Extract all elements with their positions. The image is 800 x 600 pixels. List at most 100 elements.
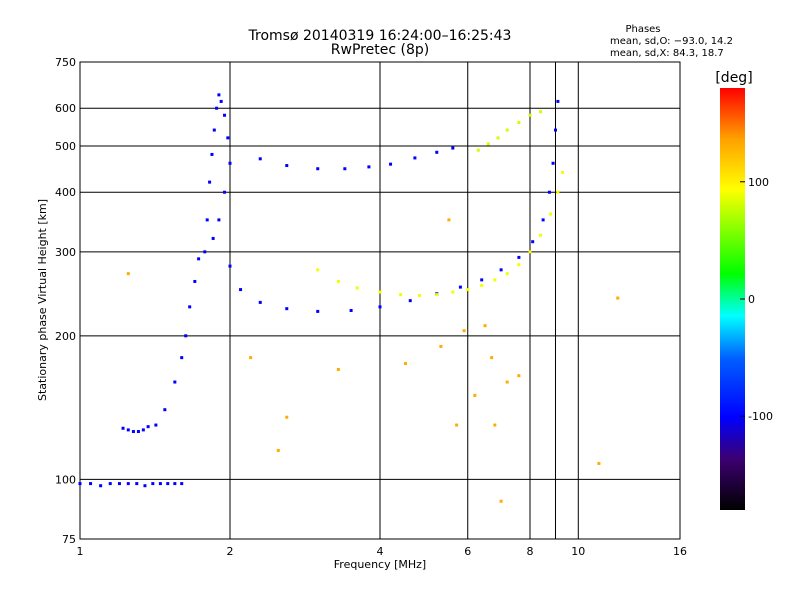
- data-point: [490, 356, 494, 360]
- x-axis-label: Frequency [MHz]: [334, 558, 426, 571]
- data-point: [556, 190, 560, 194]
- data-point: [188, 305, 192, 309]
- data-point: [203, 250, 207, 254]
- data-point: [349, 308, 353, 312]
- phases-x-stats: mean, sd,X: 84.3, 18.7: [610, 48, 724, 59]
- data-point: [158, 482, 162, 486]
- data-point: [435, 150, 439, 154]
- data-point: [499, 268, 503, 272]
- colorbar-tick-label: 0: [748, 293, 755, 306]
- y-tick-label: 750: [55, 56, 76, 69]
- data-point: [561, 170, 565, 174]
- data-point: [121, 426, 125, 430]
- x-tick-label: 10: [571, 545, 585, 558]
- data-point: [285, 164, 289, 168]
- data-point: [517, 263, 521, 267]
- data-point: [458, 285, 462, 289]
- data-point: [517, 121, 521, 125]
- data-point: [258, 300, 262, 304]
- data-point: [447, 218, 451, 222]
- data-point: [539, 233, 543, 237]
- data-point: [505, 128, 509, 132]
- data-point: [480, 283, 484, 287]
- data-point: [211, 236, 215, 240]
- data-point: [367, 165, 371, 169]
- data-point: [413, 156, 417, 160]
- data-point: [531, 240, 535, 244]
- data-point: [210, 152, 214, 156]
- data-point: [496, 136, 500, 140]
- data-point: [541, 218, 545, 222]
- data-point: [99, 484, 103, 488]
- data-point: [223, 113, 227, 117]
- x-tick-label: 16: [673, 545, 687, 558]
- data-point: [616, 296, 620, 300]
- data-point: [378, 305, 382, 309]
- x-tick-label: 4: [377, 545, 384, 558]
- data-point: [193, 279, 197, 283]
- data-points: [78, 93, 620, 503]
- data-point: [215, 106, 219, 110]
- x-tick-label: 1: [77, 545, 84, 558]
- data-point: [451, 146, 455, 150]
- data-point: [117, 482, 121, 486]
- y-axis-label: Stationary phase Virtual Height [km]: [36, 199, 49, 401]
- data-point: [285, 307, 289, 311]
- data-point: [455, 423, 459, 427]
- data-point: [499, 499, 503, 503]
- data-point: [451, 290, 455, 294]
- data-point: [108, 482, 112, 486]
- y-tick-label: 300: [55, 246, 76, 259]
- data-point: [143, 484, 147, 488]
- data-point: [131, 430, 135, 434]
- data-point: [228, 161, 232, 165]
- data-point: [417, 293, 421, 297]
- data-point: [126, 428, 130, 432]
- data-point: [226, 136, 230, 140]
- data-point: [528, 113, 532, 117]
- data-point: [228, 264, 232, 268]
- data-point: [316, 309, 320, 313]
- phases-heading: Phases: [625, 24, 660, 35]
- data-point: [378, 290, 382, 294]
- y-tick-label: 200: [55, 330, 76, 343]
- data-point: [483, 324, 487, 328]
- data-point: [135, 482, 139, 486]
- y-tick-label: 400: [55, 186, 76, 199]
- data-point: [473, 393, 477, 397]
- data-point: [258, 157, 262, 161]
- data-point: [285, 415, 289, 419]
- data-point: [547, 190, 551, 194]
- data-point: [517, 255, 521, 259]
- grid-lines: [80, 62, 680, 539]
- data-point: [197, 257, 201, 261]
- data-point: [173, 380, 177, 384]
- data-point: [480, 278, 484, 282]
- data-point: [462, 329, 466, 333]
- data-point: [597, 461, 601, 465]
- colorbar-tick-label: -100: [748, 410, 773, 423]
- data-point: [336, 279, 340, 283]
- data-point: [505, 272, 509, 276]
- data-point: [343, 167, 347, 171]
- data-point: [493, 423, 497, 427]
- data-point: [184, 334, 188, 338]
- data-point: [89, 482, 93, 486]
- data-point: [151, 482, 155, 486]
- y-tick-label: 600: [55, 102, 76, 115]
- data-point: [486, 142, 490, 146]
- data-point: [493, 278, 497, 282]
- data-point: [439, 344, 443, 348]
- data-point: [539, 110, 543, 114]
- data-point: [212, 128, 216, 132]
- data-point: [173, 482, 177, 486]
- data-point: [517, 374, 521, 378]
- data-point: [141, 428, 145, 432]
- x-tick-label: 6: [464, 545, 471, 558]
- chart-subtitle: RwPretec (8p): [331, 42, 429, 58]
- data-point: [408, 299, 412, 303]
- phases-o-stats: mean, sd,O: −93.0, 14.2: [610, 36, 733, 47]
- data-point: [399, 293, 403, 297]
- data-point: [163, 408, 167, 412]
- data-point: [403, 361, 407, 365]
